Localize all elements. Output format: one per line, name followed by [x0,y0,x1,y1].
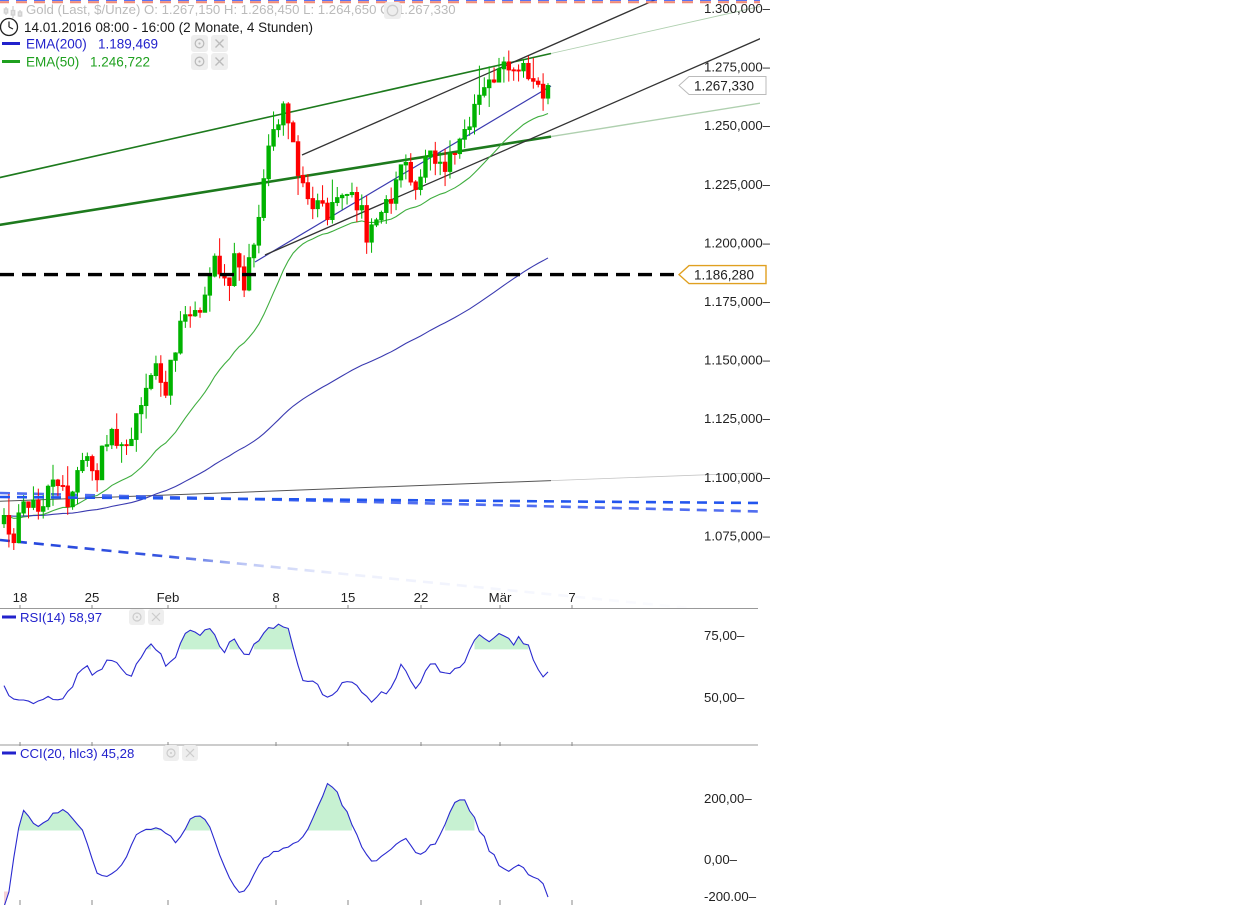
svg-text:50,00–: 50,00– [704,690,745,705]
svg-text:14.01.2016 08:00 - 16:00 (2 Mo: 14.01.2016 08:00 - 16:00 (2 Monate, 4 St… [24,20,313,35]
svg-text:1.300,000–: 1.300,000– [704,1,771,16]
svg-text:8: 8 [272,590,279,605]
svg-text:1.125,000–: 1.125,000– [704,411,771,426]
svg-text:1.186,280: 1.186,280 [694,268,754,283]
svg-text:1.267,330: 1.267,330 [694,79,754,94]
svg-text:EMA(50): EMA(50) [26,55,79,70]
svg-text:200,00–: 200,00– [704,791,752,806]
svg-text:1.150,000–: 1.150,000– [704,353,771,368]
svg-text:15: 15 [341,590,356,605]
svg-text:CCI(20, hlc3) 45,28: CCI(20, hlc3) 45,28 [20,746,134,761]
svg-text:1.250,000–: 1.250,000– [704,118,771,133]
svg-text:Feb: Feb [157,590,180,605]
svg-text:1.175,000–: 1.175,000– [704,294,771,309]
svg-text:22: 22 [414,590,429,605]
svg-text:1.200,000–: 1.200,000– [704,235,771,250]
svg-text:0,00–: 0,00– [704,852,738,867]
svg-text:7: 7 [568,590,575,605]
svg-text:1.100,000–: 1.100,000– [704,470,771,485]
svg-text:1.246,722: 1.246,722 [90,55,150,70]
svg-text:18: 18 [13,590,28,605]
svg-text:75,00–: 75,00– [704,628,745,643]
svg-text:1.225,000–: 1.225,000– [704,177,771,192]
svg-text:RSI(14) 58,97: RSI(14) 58,97 [20,610,102,625]
svg-text:-200.00–: -200.00– [704,889,757,904]
svg-text:1.189,469: 1.189,469 [98,37,158,52]
svg-text:1.075,000–: 1.075,000– [704,528,771,543]
svg-text:Mär: Mär [489,590,512,605]
svg-text:EMA(200): EMA(200) [26,37,87,52]
svg-text:25: 25 [85,590,100,605]
svg-text:1.275,000–: 1.275,000– [704,60,771,75]
